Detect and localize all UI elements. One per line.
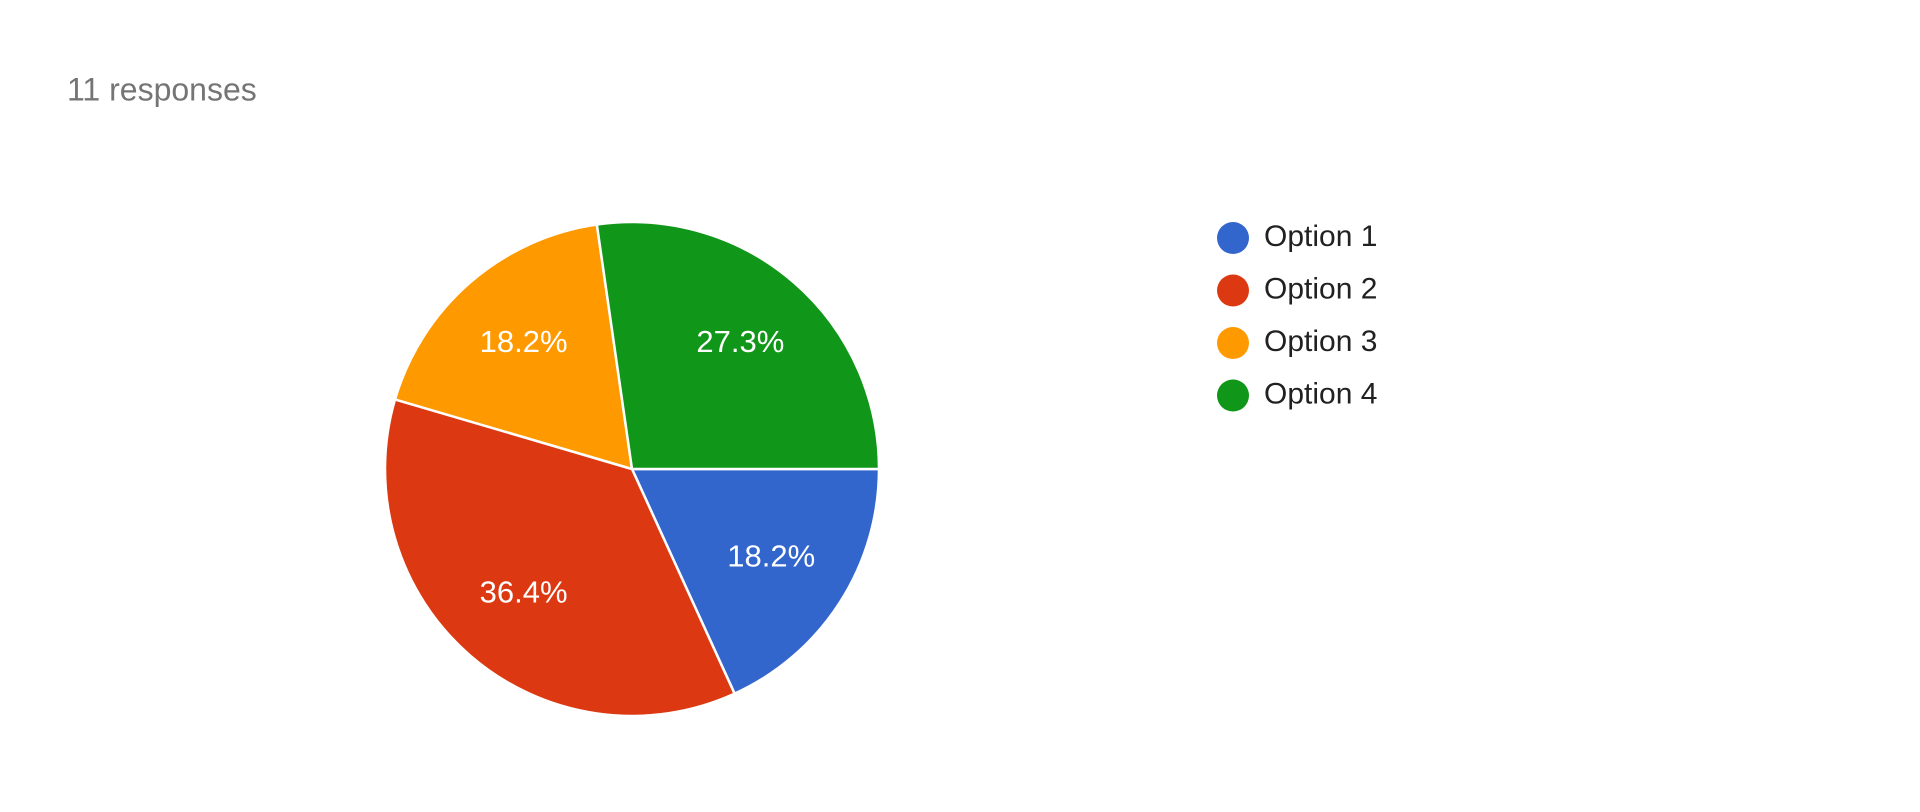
pie-slice (393, 223, 634, 471)
slice-label: 18.2% (480, 324, 568, 359)
legend-label: Option 1 (1264, 220, 1377, 253)
pie-slice (595, 220, 881, 471)
legend-marker (1217, 222, 1249, 254)
slice-label: 27.3% (696, 324, 784, 359)
legend-label: Option 2 (1264, 272, 1377, 305)
legend-label: Option 3 (1264, 325, 1377, 358)
pie-slice (383, 397, 737, 718)
legend-label: Option 4 (1264, 377, 1377, 410)
legend-marker (1217, 274, 1249, 307)
slice-label: 36.4% (480, 574, 568, 609)
legend-marker (1217, 379, 1249, 412)
legend-marker (1217, 327, 1249, 359)
slice-label: 18.2% (727, 539, 815, 574)
chart-subtitle: 11 responses (67, 71, 257, 107)
pie-slice (630, 467, 881, 696)
